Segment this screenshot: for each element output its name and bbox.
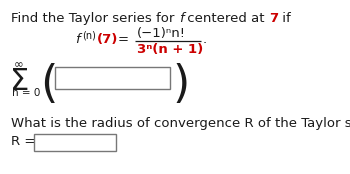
Text: .: . (203, 33, 207, 46)
Text: Find the Taylor series for: Find the Taylor series for (11, 12, 178, 25)
Text: (n): (n) (82, 30, 96, 40)
FancyBboxPatch shape (34, 134, 116, 151)
Text: =: = (118, 33, 129, 46)
Text: R =: R = (11, 135, 35, 148)
Text: centered at: centered at (183, 12, 269, 25)
Text: f: f (75, 33, 80, 46)
Text: What is the radius of convergence R of the Taylor series?: What is the radius of convergence R of t… (11, 117, 350, 130)
Text: ): ) (172, 63, 189, 106)
Text: (: ( (40, 63, 57, 106)
Text: (−1)ⁿn!: (−1)ⁿn! (137, 27, 186, 40)
Text: Σ: Σ (10, 67, 29, 96)
Text: if: if (278, 12, 291, 25)
Text: 3ⁿ(n + 1): 3ⁿ(n + 1) (137, 43, 203, 56)
FancyBboxPatch shape (55, 67, 170, 89)
Text: f: f (178, 12, 183, 25)
Text: 7: 7 (269, 12, 278, 25)
Text: n = 0: n = 0 (12, 88, 40, 98)
Text: (7): (7) (97, 33, 118, 46)
Text: ∞: ∞ (14, 58, 24, 71)
